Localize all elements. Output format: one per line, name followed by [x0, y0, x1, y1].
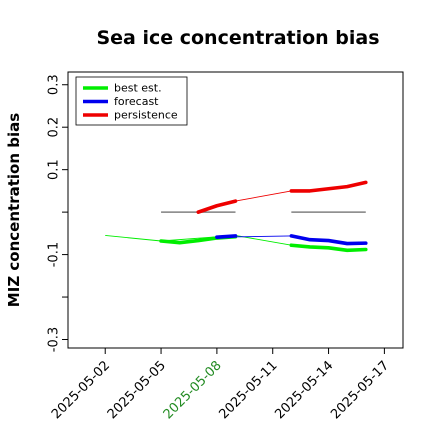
x-axis: 2025-05-022025-05-052025-05-082025-05-11…: [49, 348, 392, 422]
legend-label-best-est: best est.: [114, 82, 162, 95]
series-persistence-line: [289, 180, 368, 193]
y-axis-label: MIZ concentration bias: [5, 113, 23, 307]
y-tick-label: -0.3: [47, 327, 62, 352]
x-tick-label: 2025-05-02: [49, 358, 113, 422]
series-best-est-line: [289, 243, 368, 253]
series-persistence-line: [196, 199, 238, 214]
y-tick-label: 0.3: [47, 74, 62, 95]
plot-area-frame: [67, 71, 404, 349]
y-tick-label: 0.1: [47, 159, 62, 180]
y-tick-label: -0.1: [47, 242, 62, 267]
x-tick-label: 2025-05-17: [328, 358, 392, 422]
x-tick-label: 2025-05-14: [272, 358, 336, 422]
x-tick-label: 2025-05-11: [217, 358, 281, 422]
y-tick-label: 0.2: [47, 117, 62, 138]
chart-title: Sea ice concentration bias: [96, 27, 379, 49]
legend-label-persistence: persistence: [114, 109, 178, 122]
series-persistence-connector: [235, 190, 292, 202]
y-axis: -0.3 -0.1 0.1 0.2 0.3: [47, 74, 68, 352]
series-layer: [105, 180, 368, 253]
series-forecast-line: [215, 234, 238, 239]
legend-label-forecast: forecast: [114, 95, 159, 108]
series-best-est-connector: [105, 235, 292, 246]
series-forecast-line: [289, 234, 368, 246]
x-tick-label: 2025-05-05: [105, 358, 169, 422]
x-tick-label: 2025-05-08: [161, 358, 225, 422]
